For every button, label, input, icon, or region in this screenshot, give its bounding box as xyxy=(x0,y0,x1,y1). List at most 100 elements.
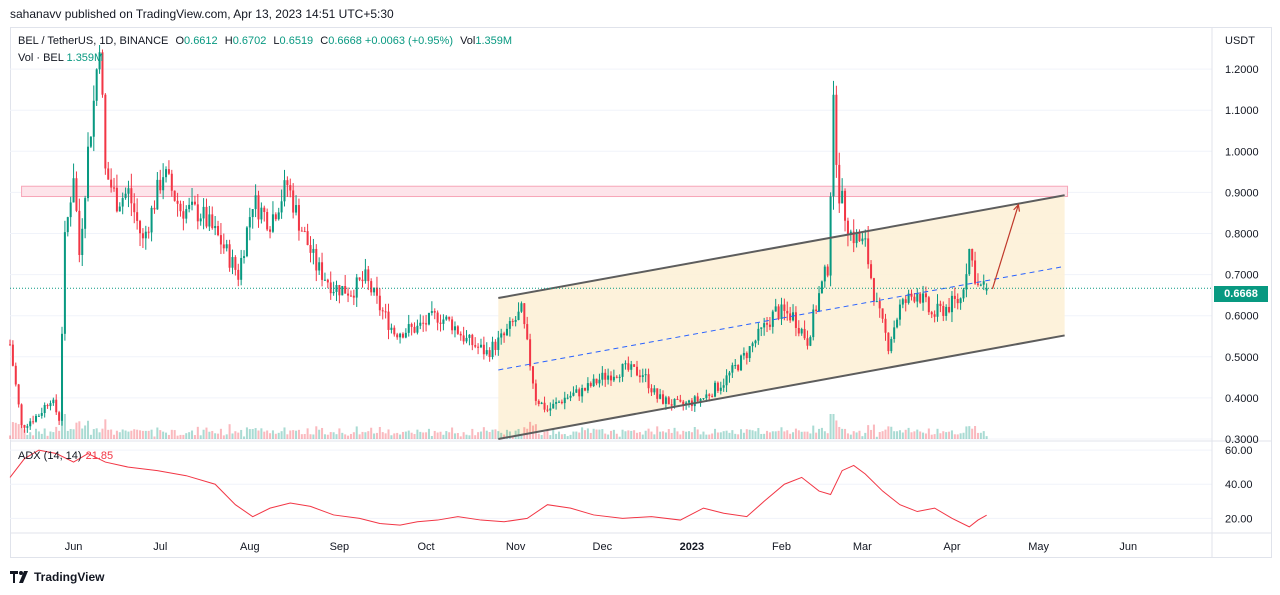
candle-body xyxy=(191,201,194,205)
candle-body xyxy=(557,401,561,403)
volume-bar xyxy=(546,430,549,439)
candle-body xyxy=(456,326,459,334)
candle-body xyxy=(835,94,838,165)
candle-body xyxy=(607,375,610,380)
volume-bar xyxy=(89,434,92,439)
volume-bar xyxy=(433,430,436,439)
candle-body xyxy=(202,206,205,219)
candle-body xyxy=(81,228,84,255)
volume-bar xyxy=(618,436,621,439)
candle-body xyxy=(413,326,416,333)
candle-body xyxy=(162,177,165,191)
candle-body xyxy=(245,227,248,257)
candle-body xyxy=(844,190,847,221)
candle-body xyxy=(696,396,699,402)
candle-body xyxy=(552,403,555,409)
candle-body xyxy=(173,190,176,201)
candle-body xyxy=(976,283,979,285)
volume-bar xyxy=(43,428,46,439)
candle-body xyxy=(667,397,670,405)
candle-body xyxy=(289,185,292,191)
volume-bar xyxy=(757,428,760,439)
volume-bar xyxy=(950,430,953,439)
candle-body xyxy=(734,365,737,367)
candle-body xyxy=(589,383,592,387)
candle-body xyxy=(277,212,280,220)
volume-bar xyxy=(165,432,168,439)
volume-bar xyxy=(349,433,352,439)
vol-row-label[interactable]: Vol · BEL xyxy=(18,52,64,64)
candle-body xyxy=(581,388,584,397)
volume-bar xyxy=(849,434,852,439)
volume-bar xyxy=(407,430,410,439)
volume-bar xyxy=(344,434,347,439)
volume-bar xyxy=(133,429,136,439)
volume-bar xyxy=(982,431,985,439)
candle-body xyxy=(384,311,387,313)
candle-body xyxy=(884,318,887,333)
volume-bar xyxy=(176,435,179,439)
candle-body xyxy=(838,164,841,204)
vol-label: Vol xyxy=(460,35,476,47)
candle-body xyxy=(592,378,595,387)
candle-body xyxy=(72,178,75,203)
volume-bar xyxy=(52,432,55,439)
candle-body xyxy=(430,311,433,313)
candle-body xyxy=(378,295,381,311)
time-tick-label: Jun xyxy=(1119,541,1137,553)
adx-label[interactable]: ADX (14, 14) xyxy=(18,450,82,462)
volume-bar xyxy=(286,434,289,439)
candle-body xyxy=(217,225,220,236)
candle-body xyxy=(716,382,719,391)
candle-body xyxy=(740,355,743,371)
candle-body xyxy=(306,231,309,246)
low-label: L xyxy=(273,35,280,47)
candle-body xyxy=(491,341,494,358)
candle-body xyxy=(682,401,685,405)
candle-body xyxy=(650,388,653,393)
candle-body xyxy=(942,305,945,316)
volume-bar xyxy=(774,431,777,439)
candle-body xyxy=(427,312,430,325)
volume-bar xyxy=(321,427,324,439)
candle-body xyxy=(754,340,757,344)
volume-bar xyxy=(815,432,818,439)
candle-body xyxy=(630,364,633,370)
volume-bar xyxy=(656,426,659,439)
volume-bar xyxy=(453,433,456,439)
candle-body xyxy=(335,285,338,292)
volume-bar xyxy=(968,426,971,439)
volume-bar xyxy=(962,432,965,439)
price-tick-label: 0.5000 xyxy=(1225,352,1259,364)
candle-body xyxy=(358,277,361,280)
candle-body xyxy=(965,274,968,290)
footer-brand[interactable]: TradingView xyxy=(10,570,104,584)
candle-body xyxy=(517,311,520,321)
candle-body xyxy=(147,231,150,233)
volume-bar xyxy=(156,427,159,439)
volume-bar xyxy=(927,428,930,439)
volume-bar xyxy=(924,433,927,439)
volume-bar xyxy=(55,426,58,439)
adx-value: 21.85 xyxy=(85,450,114,462)
volume-bar xyxy=(702,431,705,439)
volume-bar xyxy=(427,428,430,439)
candle-body xyxy=(867,238,870,265)
volume-bar xyxy=(711,433,714,439)
open-label: O xyxy=(175,35,185,47)
ohlc-legend: BEL / TetherUS, 1D, BINANCE O0.6612 H0.6… xyxy=(18,35,512,47)
symbol-label[interactable]: BEL / TetherUS, 1D, BINANCE xyxy=(18,35,169,47)
candle-body xyxy=(422,322,425,324)
volume-bar xyxy=(768,432,771,439)
candle-body xyxy=(786,310,789,314)
volume-bar xyxy=(147,430,150,439)
volume-bar xyxy=(283,427,286,439)
candle-body xyxy=(950,295,953,313)
volume-bar xyxy=(436,432,439,439)
volume-bar xyxy=(595,429,598,439)
volume-bar xyxy=(29,432,32,439)
projection-arrow-shaft xyxy=(991,204,1019,290)
volume-bar xyxy=(679,434,682,439)
time-tick-label: Sep xyxy=(330,541,350,553)
